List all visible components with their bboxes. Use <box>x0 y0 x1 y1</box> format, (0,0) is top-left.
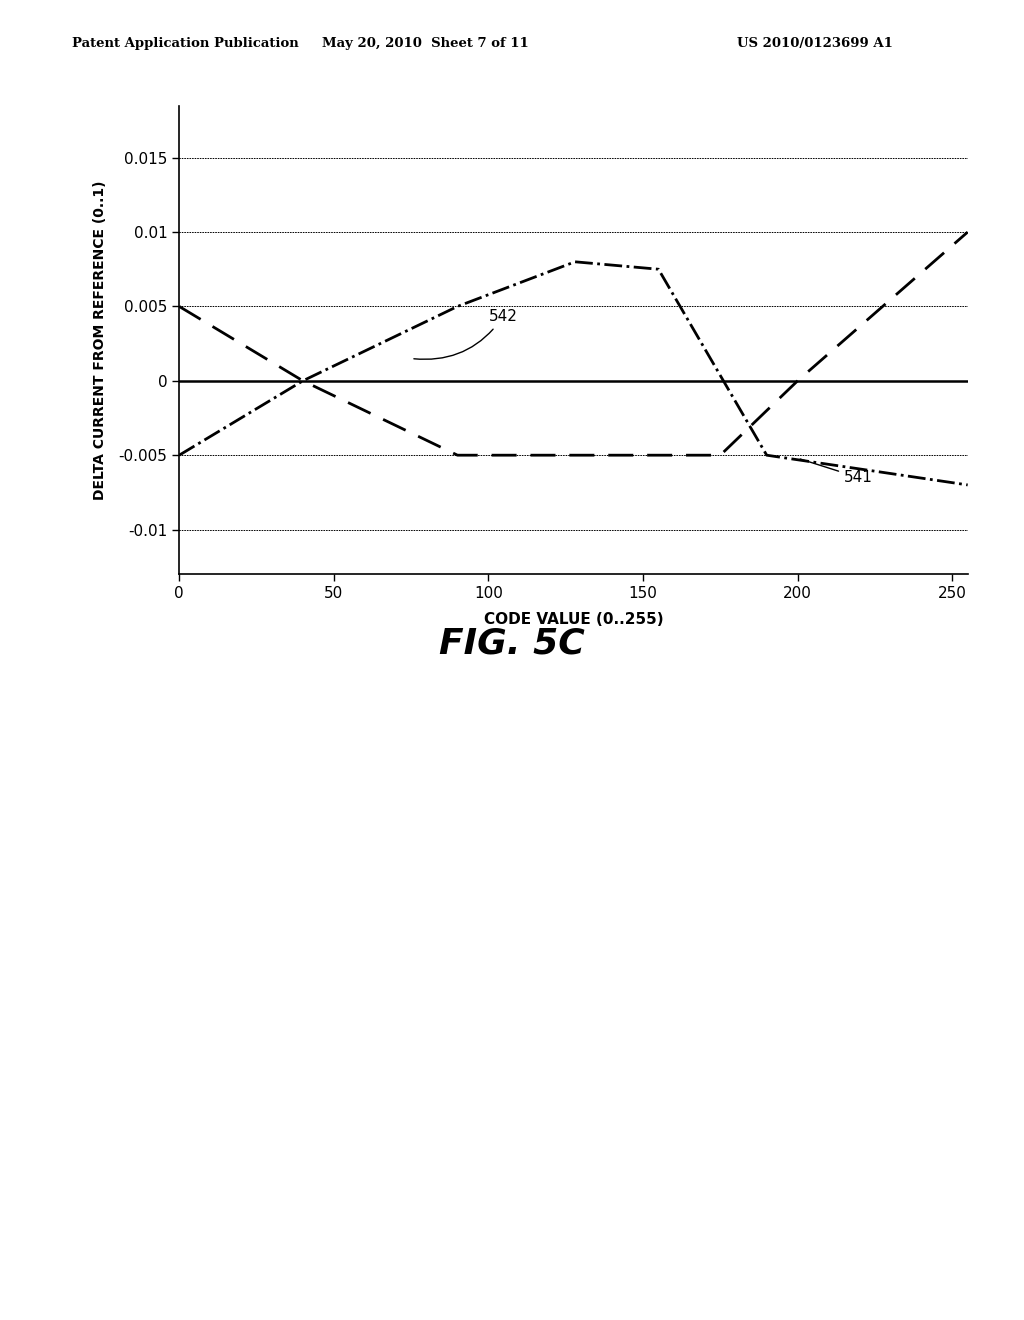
X-axis label: CODE VALUE (0..255): CODE VALUE (0..255) <box>483 612 664 627</box>
Text: 541: 541 <box>801 459 872 484</box>
Text: May 20, 2010  Sheet 7 of 11: May 20, 2010 Sheet 7 of 11 <box>322 37 528 50</box>
Text: US 2010/0123699 A1: US 2010/0123699 A1 <box>737 37 893 50</box>
Text: FIG. 5C: FIG. 5C <box>439 627 585 661</box>
Text: 542: 542 <box>414 309 517 359</box>
Y-axis label: DELTA CURRENT FROM REFERENCE (0..1): DELTA CURRENT FROM REFERENCE (0..1) <box>93 180 108 500</box>
Text: Patent Application Publication: Patent Application Publication <box>72 37 298 50</box>
